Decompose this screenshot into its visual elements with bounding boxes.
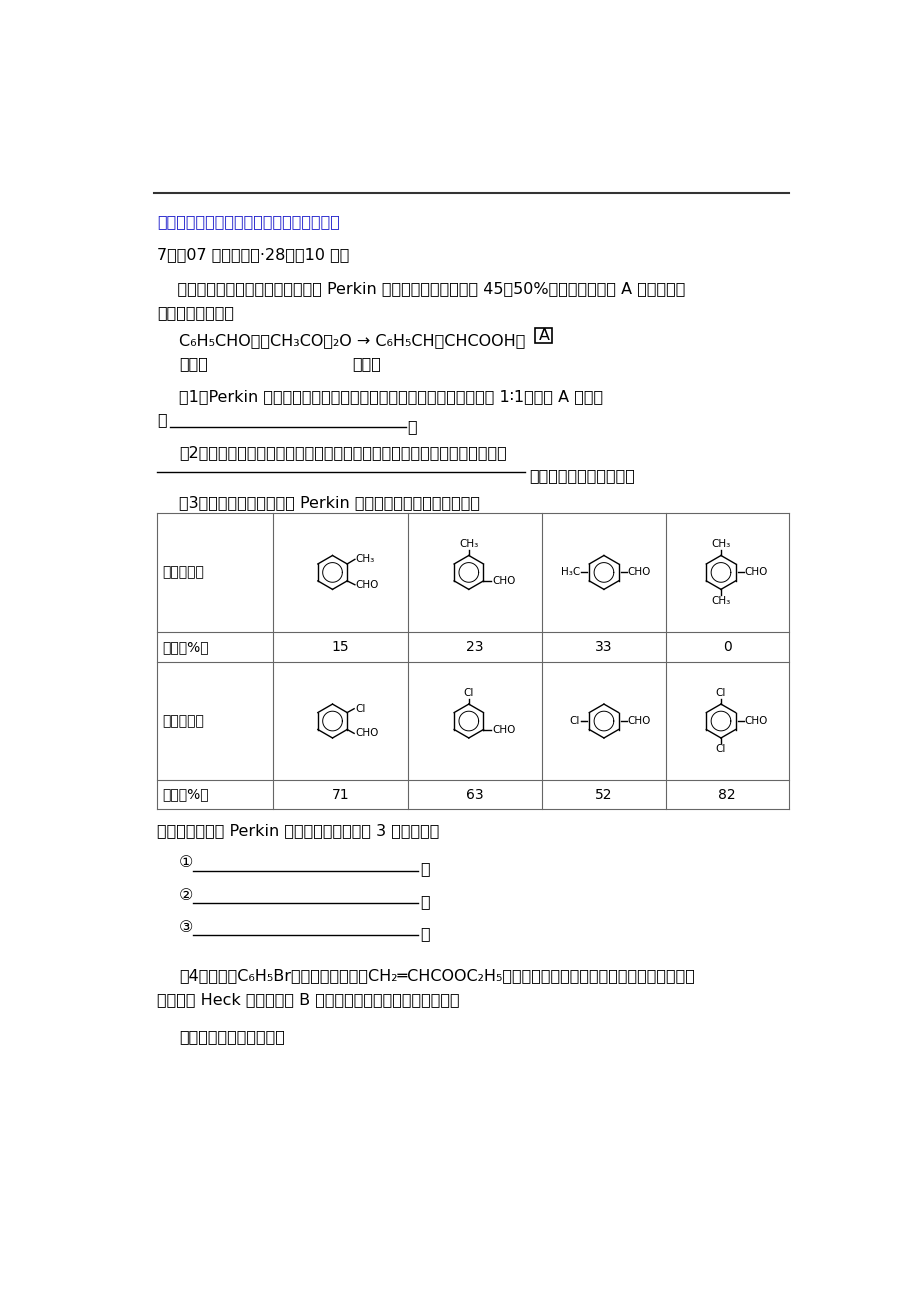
Text: CHO: CHO	[492, 724, 515, 734]
Text: 23: 23	[466, 641, 483, 654]
Text: 71: 71	[331, 788, 348, 802]
Text: 取代苯甲醛: 取代苯甲醛	[162, 713, 204, 728]
Text: 52: 52	[595, 788, 612, 802]
Text: （2）一定条件下，肉桂酸与乙醇反应生成香料肉桂酸乙酯，其反应方程式为: （2）一定条件下，肉桂酸与乙醇反应生成香料肉桂酸乙酯，其反应方程式为	[178, 445, 506, 460]
Text: （3）取代苯甲醛也能发生 Perkin 反应，相应产物的产率如下：: （3）取代苯甲醛也能发生 Perkin 反应，相应产物的产率如下：	[178, 495, 480, 510]
Text: CHO: CHO	[744, 716, 767, 727]
Text: 以及信息迁移能力和学生的绿色化学思想。: 以及信息迁移能力和学生的绿色化学思想。	[157, 214, 340, 229]
Text: 7．（07 年广东化学·28）（10 分）: 7．（07 年广东化学·28）（10 分）	[157, 247, 349, 262]
Text: （不要求标出反应条件）: （不要求标出反应条件）	[528, 469, 634, 483]
Text: H₃C: H₃C	[561, 568, 580, 577]
Text: 63: 63	[466, 788, 483, 802]
Text: 。: 。	[407, 419, 416, 434]
Text: 33: 33	[595, 641, 612, 654]
Text: C₆H₅CHO＋（CH₃CO）₂O → C₆H₅CH＝CHCOOH＋: C₆H₅CHO＋（CH₃CO）₂O → C₆H₅CH＝CHCOOH＋	[178, 333, 525, 349]
Bar	[535, 328, 551, 342]
Text: CHO: CHO	[355, 728, 378, 738]
Text: Cl: Cl	[569, 716, 580, 727]
Text: 可见，取代氢对 Perkin 反应的影响有（写出 3 条即可）：: 可见，取代氢对 Perkin 反应的影响有（写出 3 条即可）：	[157, 823, 439, 838]
Text: 肉桂酸: 肉桂酸	[352, 357, 380, 371]
Text: CHO: CHO	[492, 575, 515, 586]
Text: 0: 0	[722, 641, 731, 654]
Text: 82: 82	[718, 788, 735, 802]
Text: Cl: Cl	[715, 687, 725, 698]
Text: 是: 是	[157, 411, 166, 427]
Text: 。: 。	[419, 926, 429, 941]
Text: 已知苯甲醛在一定条件下可以通过 Perkin 反应生成肉桂酸（产率 45～50%），另一个产物 A 也呈酸性，: 已知苯甲醛在一定条件下可以通过 Perkin 反应生成肉桂酸（产率 45～50%…	[157, 281, 685, 296]
Text: CHO: CHO	[744, 568, 767, 577]
Text: CH₃: CH₃	[356, 555, 375, 564]
Text: CH₃: CH₃	[710, 595, 730, 605]
Text: 15: 15	[331, 641, 348, 654]
Text: 苯甲醛: 苯甲醛	[178, 357, 208, 371]
Text: 产率（%）: 产率（%）	[162, 788, 209, 802]
Text: （4）溴苯（C₆H₅Br）与丙烯酸乙酯（CH₂═CHCOOC₂H₅）在氯化钯催化下可直接合成肉桂酸乙酯，该: （4）溴苯（C₆H₅Br）与丙烯酸乙酯（CH₂═CHCOOC₂H₅）在氯化钯催化…	[178, 967, 694, 983]
Text: CH₃: CH₃	[710, 539, 730, 549]
Text: 产率（%）: 产率（%）	[162, 641, 209, 654]
Text: 。: 。	[419, 862, 429, 876]
Text: Cl: Cl	[463, 687, 473, 698]
Text: 。: 。	[419, 894, 429, 909]
Text: ①: ①	[178, 855, 193, 871]
Text: CH₃: CH₃	[459, 539, 478, 549]
Text: （不要求标出反应条件）: （不要求标出反应条件）	[178, 1030, 285, 1044]
Text: 反应属于 Heck 反应，是环 B 的一种取代反应，其反应方程式为: 反应属于 Heck 反应，是环 B 的一种取代反应，其反应方程式为	[157, 992, 459, 1008]
Text: CHO: CHO	[627, 716, 651, 727]
Text: ③: ③	[178, 921, 193, 935]
Text: ②: ②	[178, 888, 193, 902]
Text: Cl: Cl	[715, 745, 725, 754]
Text: Cl: Cl	[355, 703, 365, 713]
Text: 取代苯甲醛: 取代苯甲醛	[162, 565, 204, 579]
Text: CHO: CHO	[627, 568, 651, 577]
Text: （1）Perkin 反应合成肉桂酸的反应式中，反应物的物质的量之比为 1∶1。产物 A 的名称: （1）Perkin 反应合成肉桂酸的反应式中，反应物的物质的量之比为 1∶1。产…	[178, 389, 602, 404]
Text: CHO: CHO	[356, 579, 379, 590]
Text: 反应方程式如下：: 反应方程式如下：	[157, 305, 234, 320]
Text: A: A	[538, 328, 549, 342]
